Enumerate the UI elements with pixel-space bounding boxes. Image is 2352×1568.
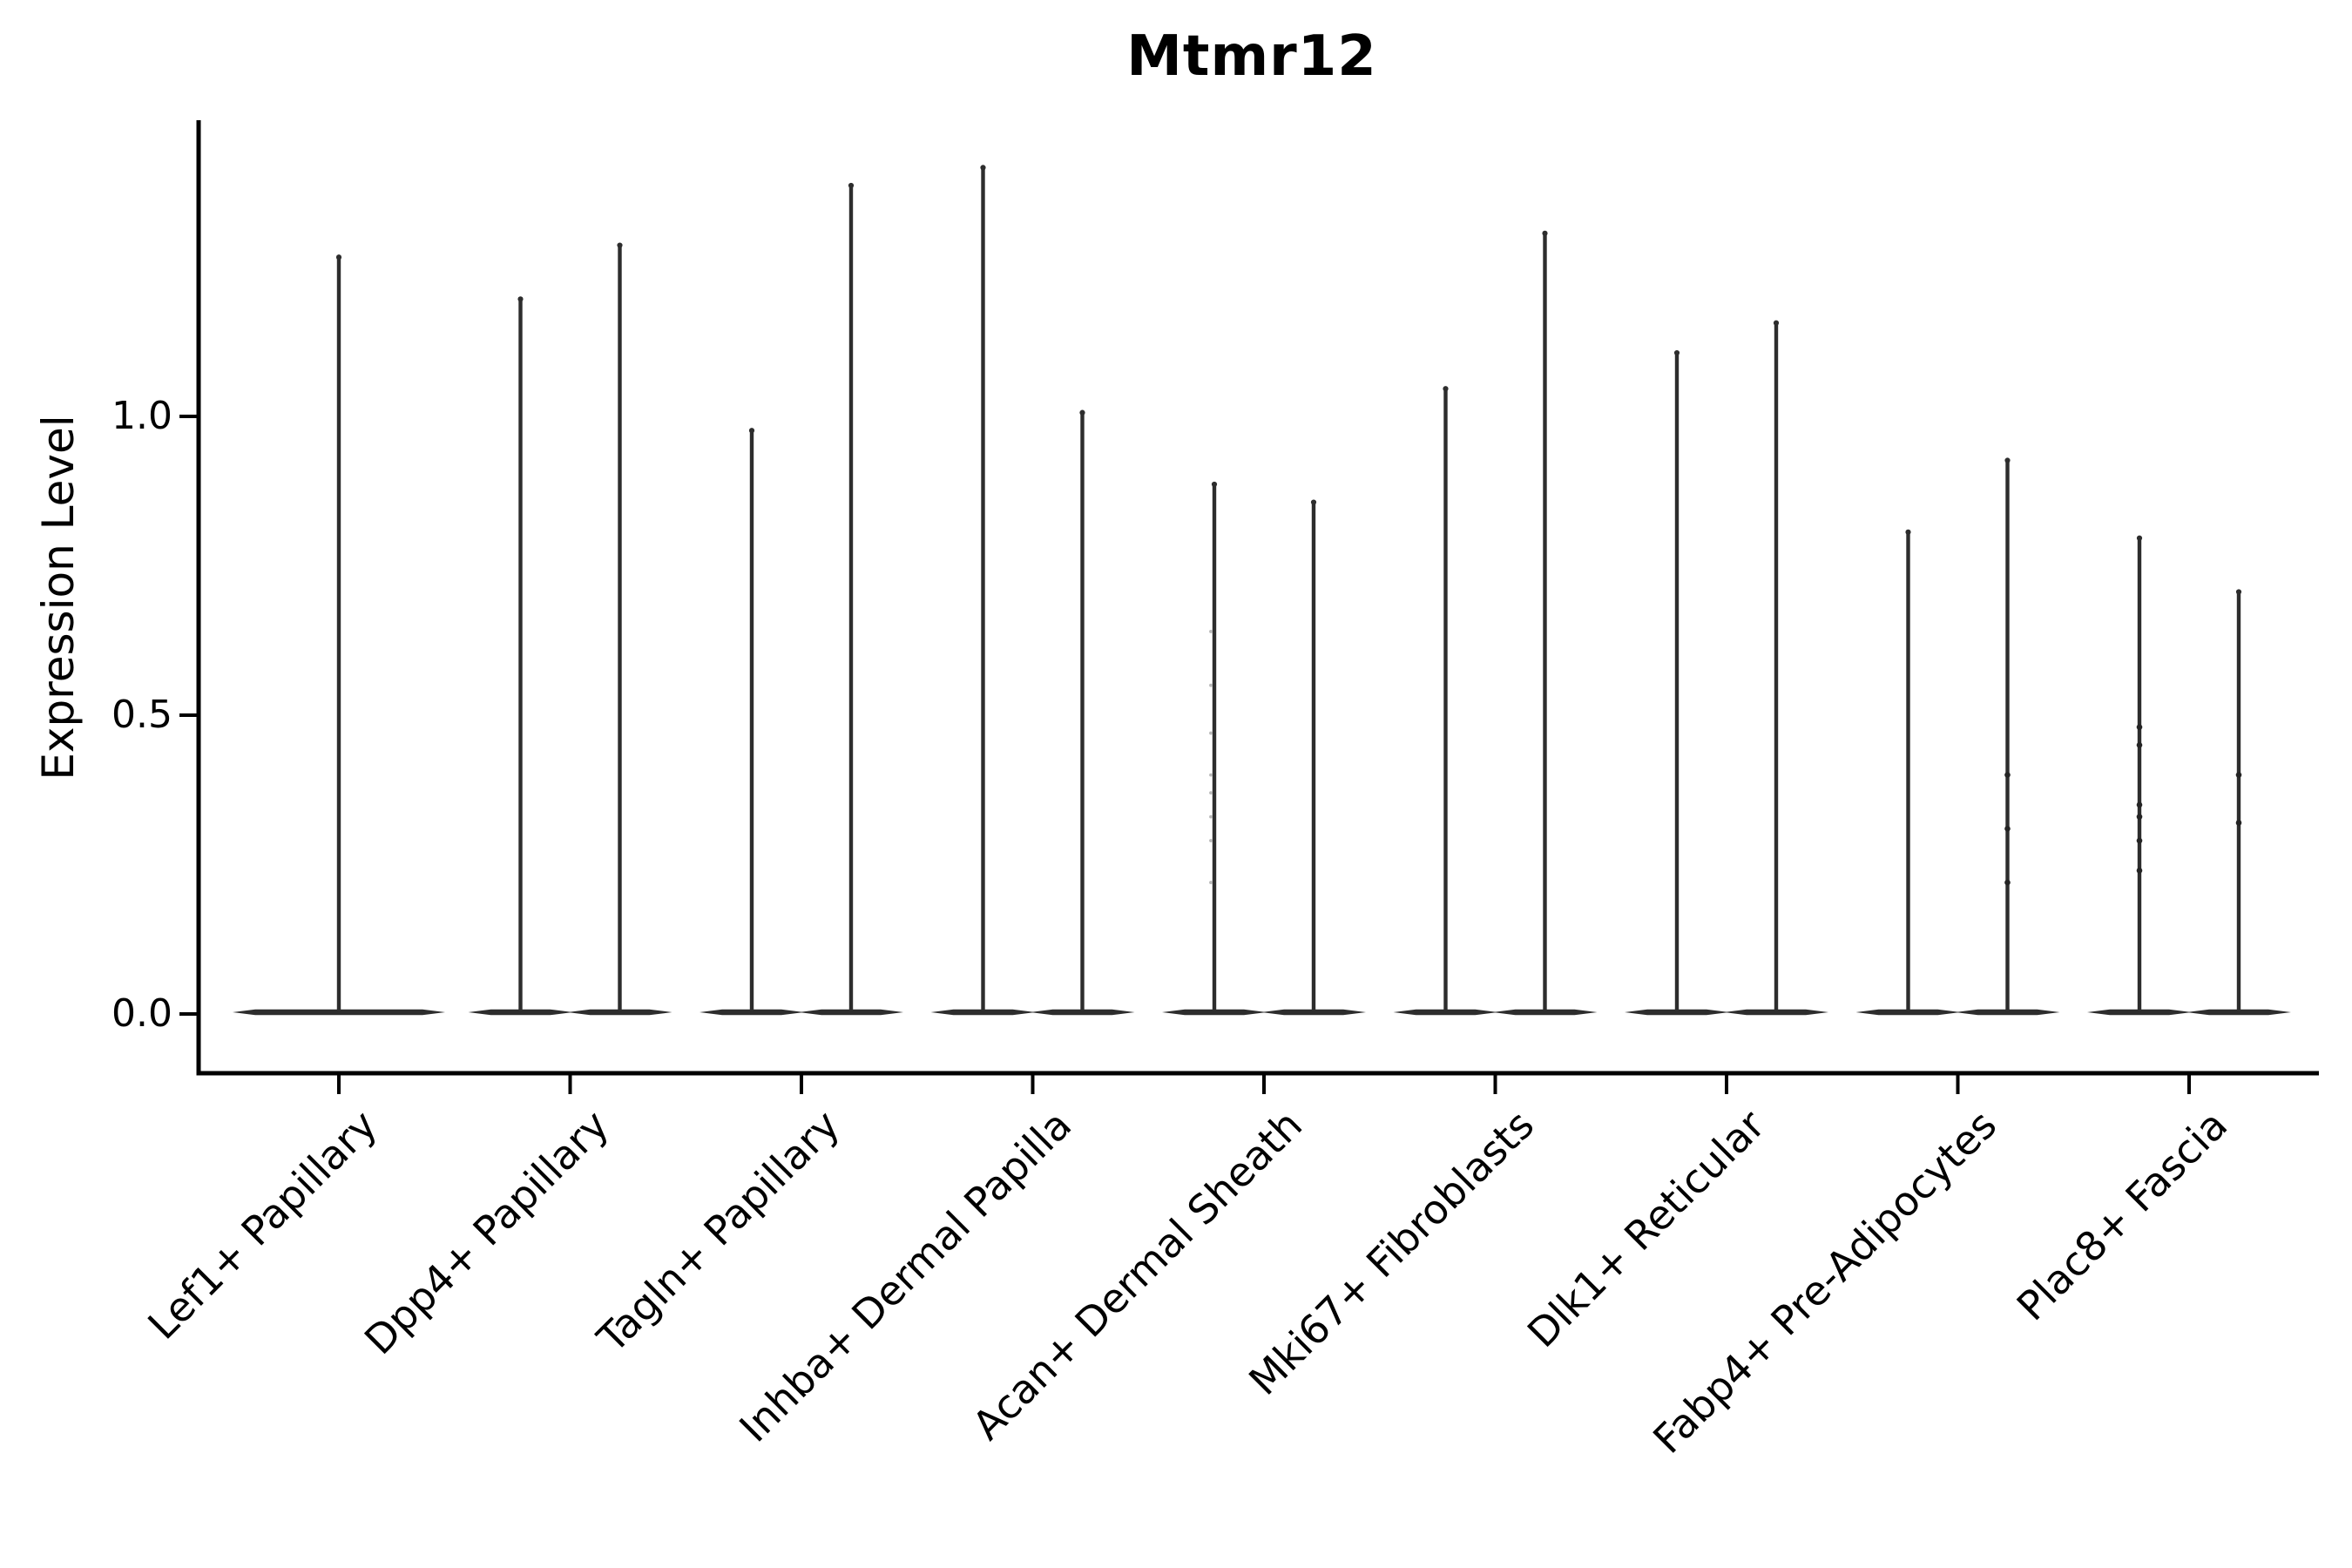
cell-point bbox=[1209, 881, 1213, 884]
cell-point bbox=[2136, 724, 2143, 731]
violin-max-point bbox=[1079, 409, 1085, 416]
violin-max-point bbox=[1773, 320, 1780, 326]
violin-max-point bbox=[1443, 386, 1449, 392]
violin-max-point bbox=[517, 296, 524, 302]
cell-point bbox=[2136, 742, 2143, 748]
cell-point bbox=[2136, 868, 2143, 874]
cell-point bbox=[2136, 837, 2143, 844]
cell-point bbox=[1209, 731, 1213, 735]
violin-max-point bbox=[2004, 457, 2011, 463]
cell-point bbox=[2004, 826, 2011, 832]
cell-point bbox=[2136, 801, 2143, 808]
cell-point bbox=[1209, 683, 1213, 687]
violin-max-point bbox=[1905, 529, 1911, 535]
violin-max-point bbox=[2136, 535, 2143, 541]
cell-point bbox=[1209, 773, 1213, 777]
violin-max-point bbox=[617, 242, 623, 248]
violin-max-point bbox=[848, 182, 855, 189]
violin-max-point bbox=[1673, 349, 1680, 356]
cell-point bbox=[1209, 791, 1213, 795]
violin-max-point bbox=[335, 254, 342, 260]
cell-point bbox=[2136, 814, 2143, 820]
cell-point bbox=[1209, 814, 1213, 819]
y-tick-label: 0.0 bbox=[112, 991, 172, 1036]
violin-max-point bbox=[1542, 230, 1548, 236]
chart-title: Mtmr12 bbox=[1126, 24, 1377, 89]
y-tick-label: 1.0 bbox=[112, 394, 172, 438]
cell-point bbox=[2004, 879, 2011, 886]
cell-point bbox=[2235, 820, 2242, 826]
cell-point bbox=[1209, 630, 1213, 633]
violin-max-point bbox=[748, 428, 755, 434]
violin-max-point bbox=[1310, 499, 1317, 505]
cell-point bbox=[1209, 839, 1213, 842]
cell-point bbox=[2235, 772, 2242, 778]
violin-max-point bbox=[980, 165, 986, 171]
violin-max-point bbox=[1211, 481, 1218, 488]
y-tick-label: 0.5 bbox=[112, 693, 172, 737]
violin-max-point bbox=[2235, 589, 2242, 595]
cell-point bbox=[2004, 772, 2011, 778]
